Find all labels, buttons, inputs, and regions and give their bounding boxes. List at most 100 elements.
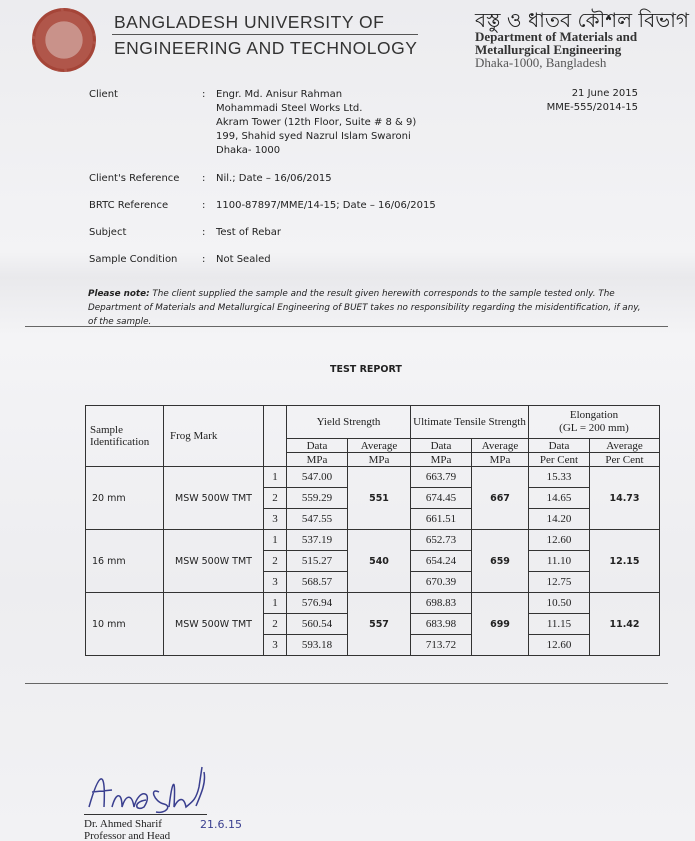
sample-condition-label: Sample Condition <box>89 254 178 265</box>
frog-mark: MSW 500W TMT <box>163 529 264 593</box>
table-row: 3 568.57 670.39 12.75 <box>86 571 660 593</box>
uts-data: 698.83 <box>410 592 472 614</box>
brtc-reference-label: BRTC Reference <box>89 200 169 211</box>
uts-data: 661.51 <box>410 508 472 530</box>
client-label: Client <box>89 89 118 100</box>
specimen-no: 2 <box>263 487 287 509</box>
frog-mark: MSW 500W TMT <box>163 466 264 530</box>
header-uts: Ultimate Tensile Strength <box>410 405 529 439</box>
signatory-title: Professor and Head <box>84 830 171 841</box>
uts-average: 699 <box>471 592 529 656</box>
header-data: Data <box>528 438 590 453</box>
uts-data: 654.24 <box>410 550 472 572</box>
brtc-reference-value: 1100-87897/MME/14-15; Date – 16/06/2015 <box>216 200 436 211</box>
header-average: Average <box>471 438 529 453</box>
buet-logo <box>32 8 96 72</box>
divider <box>25 683 668 684</box>
elongation-data: 10.50 <box>528 592 590 614</box>
specimen-no: 1 <box>263 592 287 614</box>
sample-id: 16 mm <box>85 529 164 593</box>
yield-data: 568.57 <box>286 571 348 593</box>
uts-data: 663.79 <box>410 466 472 488</box>
handwritten-date: 21.6.15 <box>200 818 242 831</box>
yield-data: 547.55 <box>286 508 348 530</box>
divider <box>112 34 418 35</box>
header-elongation: Elongation (GL = 200 mm) <box>528 405 660 439</box>
client-line: Engr. Md. Anisur Rahman <box>216 89 343 100</box>
colon: : <box>202 254 206 265</box>
elongation-average: 11.42 <box>589 592 660 656</box>
signatory: Dr. Ahmed Sharif Professor and Head <box>84 818 170 841</box>
table-row: 3 593.18 713.72 12.60 <box>86 634 660 656</box>
signature-line <box>84 814 207 815</box>
unit-mpa: MPa <box>471 452 529 467</box>
table-row: 2 560.54 683.98 11.15 <box>86 613 660 635</box>
signature <box>88 766 206 814</box>
dept-line3: Dhaka-1000, Bangladesh <box>475 55 607 70</box>
uts-data: 670.39 <box>410 571 472 593</box>
report-title: TEST REPORT <box>330 364 402 375</box>
yield-data: 576.94 <box>286 592 348 614</box>
elongation-data: 12.60 <box>528 529 590 551</box>
test-results-table: Sample Identification Frog Mark Yield St… <box>85 405 660 656</box>
header-blank <box>263 405 287 467</box>
specimen-no: 3 <box>263 508 287 530</box>
note-label: Please note: <box>88 289 150 299</box>
specimen-no: 1 <box>263 529 287 551</box>
uts-data: 674.45 <box>410 487 472 509</box>
table-row: 2 559.29 674.45 14.65 <box>86 487 660 509</box>
university-name-line1: BANGLADESH UNIVERSITY OF <box>114 12 385 32</box>
dept-line1: Department of Materials and <box>475 29 638 44</box>
yield-data: 515.27 <box>286 550 348 572</box>
specimen-no: 3 <box>263 634 287 656</box>
disclaimer-note: Please note: The client supplied the sam… <box>88 287 648 329</box>
frog-mark: MSW 500W TMT <box>163 592 264 656</box>
sample-condition-value: Not Sealed <box>216 254 271 265</box>
signatory-name: Dr. Ahmed Sharif <box>84 818 162 830</box>
dept-line2: Metallurgical Engineering <box>475 42 622 57</box>
client-line: 199, Shahid syed Nazrul Islam Swaroni <box>216 131 411 142</box>
table-row: 2 515.27 654.24 11.10 <box>86 550 660 572</box>
header-average: Average <box>589 438 660 453</box>
dept-bangla: বস্তু ও ধাতব কৌশল বিভাগ <box>475 8 690 32</box>
uts-average: 659 <box>471 529 529 593</box>
specimen-no: 1 <box>263 466 287 488</box>
client-line: Dhaka- 1000 <box>216 145 281 156</box>
header-frog-mark: Frog Mark <box>163 405 264 467</box>
uts-data: 652.73 <box>410 529 472 551</box>
specimen-no: 2 <box>263 613 287 635</box>
unit-mpa: MPa <box>410 452 472 467</box>
yield-data: 593.18 <box>286 634 348 656</box>
elongation-label: Elongation <box>569 409 619 421</box>
elongation-data: 11.10 <box>528 550 590 572</box>
yield-data: 537.19 <box>286 529 348 551</box>
subject-label: Subject <box>89 227 127 238</box>
elongation-average: 14.73 <box>589 466 660 530</box>
clients-reference-label: Client's Reference <box>89 173 180 184</box>
specimen-no: 2 <box>263 550 287 572</box>
header-data: Data <box>410 438 472 453</box>
specimen-no: 3 <box>263 571 287 593</box>
table-row: 20 mm MSW 500W TMT 1 547.00 551 663.79 667 15.3… <box>85 466 660 530</box>
unit-percent: Per Cent <box>528 452 590 467</box>
colon: : <box>202 227 206 238</box>
client-line: Akram Tower (12th Floor, Suite # 8 & 9) <box>216 117 417 128</box>
elongation-data: 14.20 <box>528 508 590 530</box>
table-row: 3 547.55 661.51 14.20 <box>86 508 660 530</box>
unit-percent: Per Cent <box>589 452 660 467</box>
sample-id: 10 mm <box>85 592 164 656</box>
gauge-length: (GL = 200 mm) <box>559 422 629 434</box>
colon: : <box>202 89 206 100</box>
elongation-data: 14.65 <box>528 487 590 509</box>
header-yield: Yield Strength <box>286 405 411 439</box>
colon: : <box>202 200 206 211</box>
yield-average: 551 <box>347 466 411 530</box>
elongation-average: 12.15 <box>589 529 660 593</box>
report-date: 21 June 2015 <box>571 88 638 99</box>
table-row: 10 mm MSW 500W TMT 1 576.94 557 698.83 699 10.5… <box>85 592 660 656</box>
uts-average: 667 <box>471 466 529 530</box>
elongation-data: 12.60 <box>528 634 590 656</box>
header-sample: Sample Identification <box>85 405 164 467</box>
report-ref-no: MME-555/2014-15 <box>546 102 638 113</box>
